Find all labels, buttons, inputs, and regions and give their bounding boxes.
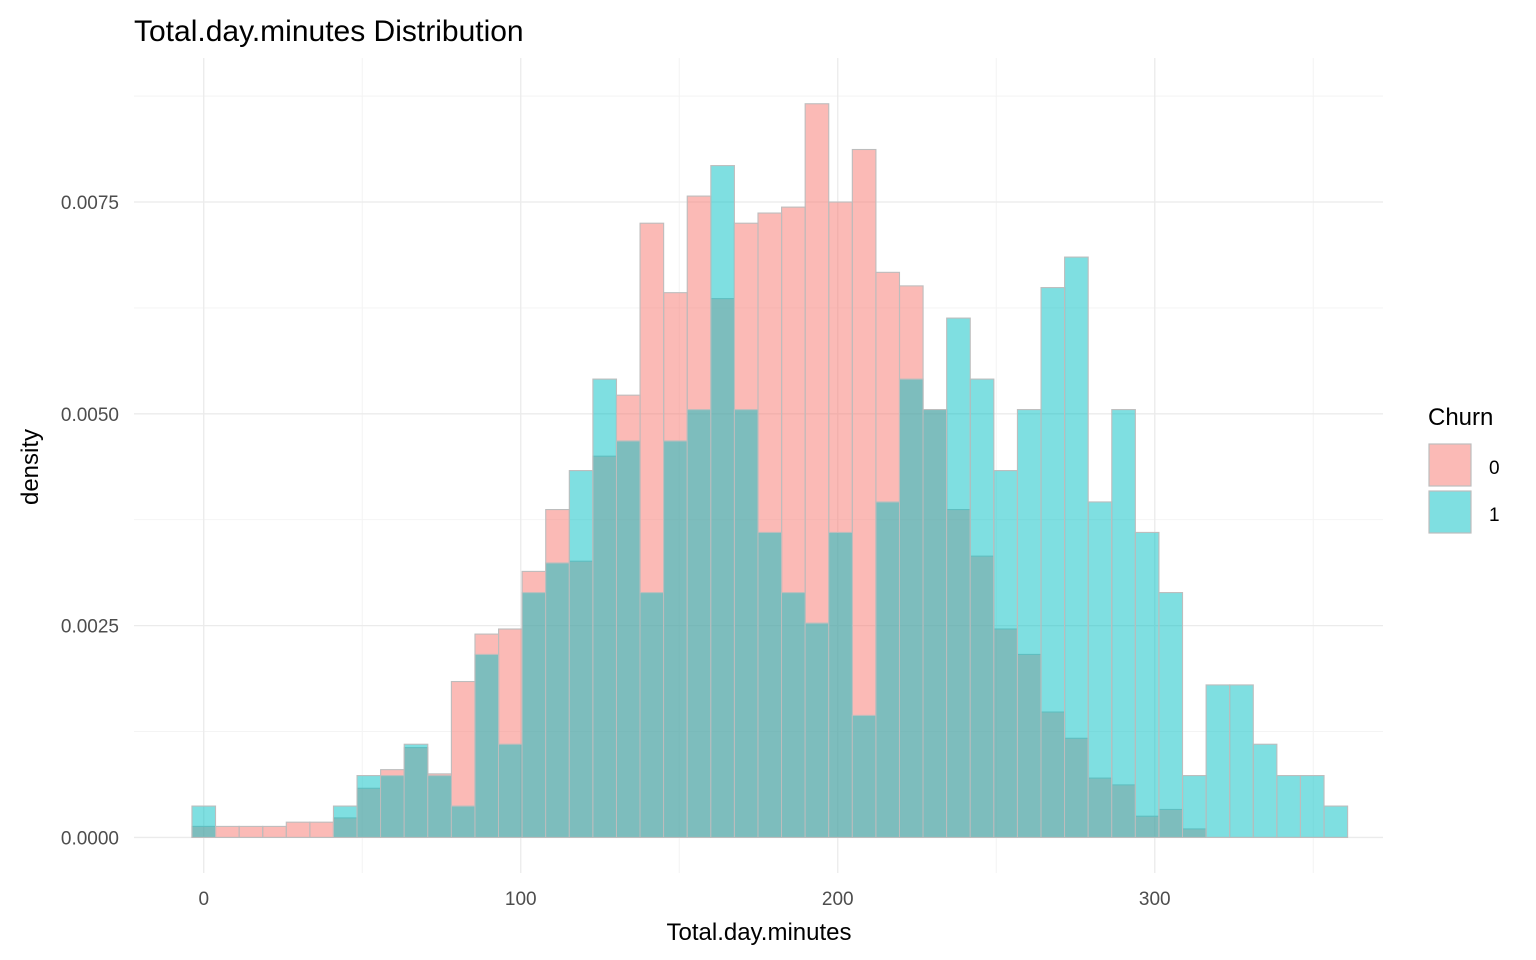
histogram-bar-churn-1 [1299,775,1325,838]
x-tick-label: 200 [822,889,854,910]
histogram-bar-churn-1 [898,378,924,838]
histogram-bar-churn-1 [1252,743,1278,838]
histogram-bar-churn-1 [615,440,641,838]
histogram-bar-churn-1 [356,775,382,838]
histogram-bar-churn-1 [498,743,523,838]
histogram-bar-churn-1 [804,622,830,838]
y-tick-label: 0.0075 [61,193,119,214]
histogram-bar-churn-1 [1158,592,1184,838]
histogram-bar-churn-1 [332,805,358,838]
histogram-bar-churn-1 [1134,531,1160,838]
legend-key-0 [1428,443,1472,487]
histogram-bar-churn-1 [1016,409,1042,838]
histogram-bar-churn-1 [686,409,712,838]
x-tick-label: 300 [1139,889,1171,910]
y-tick-label: 0.0000 [61,828,119,849]
histogram-bar-churn-1 [521,592,547,838]
histogram-bar-churn-0 [262,825,287,838]
histogram-bar-churn-1 [545,562,570,838]
histogram-bar-churn-1 [969,378,995,838]
x-tick-label: 100 [505,889,537,910]
histogram-bar-churn-1 [1276,775,1302,838]
histogram-bar-churn-1 [1323,805,1349,838]
histogram-bar-churn-1 [1181,775,1207,838]
histogram-bar-churn-1 [427,775,452,838]
histogram-bar-churn-1 [1064,256,1089,838]
histogram-bar-churn-1 [733,409,759,838]
histogram-bar-churn-1 [380,775,405,838]
legend-key-1 [1428,490,1472,534]
legend: Churn 0 1 [1428,404,1500,534]
histogram-bar-churn-1 [474,653,500,838]
x-tick-label: 0 [198,889,209,910]
histogram-bar-churn-0 [238,825,264,838]
histogram-bar-churn-0 [309,821,335,838]
histogram-bar-churn-1 [1087,501,1113,838]
x-axis-tick-labels: 0 100 200 300 [198,889,1170,910]
histogram-bar-churn-1 [1040,287,1066,838]
legend-label-0: 0 [1489,458,1500,479]
series-1-bars [191,165,1349,838]
histogram-bar-churn-1 [1229,684,1254,838]
chart-title: Total.day.minutes Distribution [134,15,524,48]
histogram-bar-churn-0 [214,825,240,838]
histogram-bar-churn-1 [450,805,476,838]
y-tick-label: 0.0025 [61,617,119,638]
histogram-bar-churn-1 [1111,409,1136,838]
histogram-bar-churn-1 [946,317,971,838]
histogram-bar-churn-1 [639,592,665,838]
histogram-bar-churn-1 [403,743,429,838]
histogram-bar-churn-1 [875,501,901,838]
histogram-bar-churn-1 [851,714,877,838]
histogram-bar-churn-0 [285,821,311,838]
y-axis-title: density [17,429,44,505]
histogram-bar-churn-1 [1205,684,1231,838]
histogram-bar-churn-1 [781,592,806,838]
histogram-bar-churn-1 [568,470,594,838]
histogram-bar-churn-1 [710,165,735,838]
y-tick-label: 0.0050 [61,405,119,426]
histogram-bar-churn-1 [663,440,688,838]
histogram-bar-churn-1 [922,409,948,838]
histogram-bar-churn-1 [191,805,217,838]
histogram-bar-churn-1 [993,470,1018,838]
legend-title: Churn [1428,404,1493,431]
legend-label-1: 1 [1489,505,1500,526]
x-axis-title: Total.day.minutes [667,919,852,946]
histogram-bar-churn-1 [592,378,618,838]
y-axis-tick-labels: 0.0000 0.0025 0.0050 0.0075 [61,193,119,849]
histogram-bar-churn-1 [757,531,783,838]
histogram-bar-churn-1 [828,531,853,838]
